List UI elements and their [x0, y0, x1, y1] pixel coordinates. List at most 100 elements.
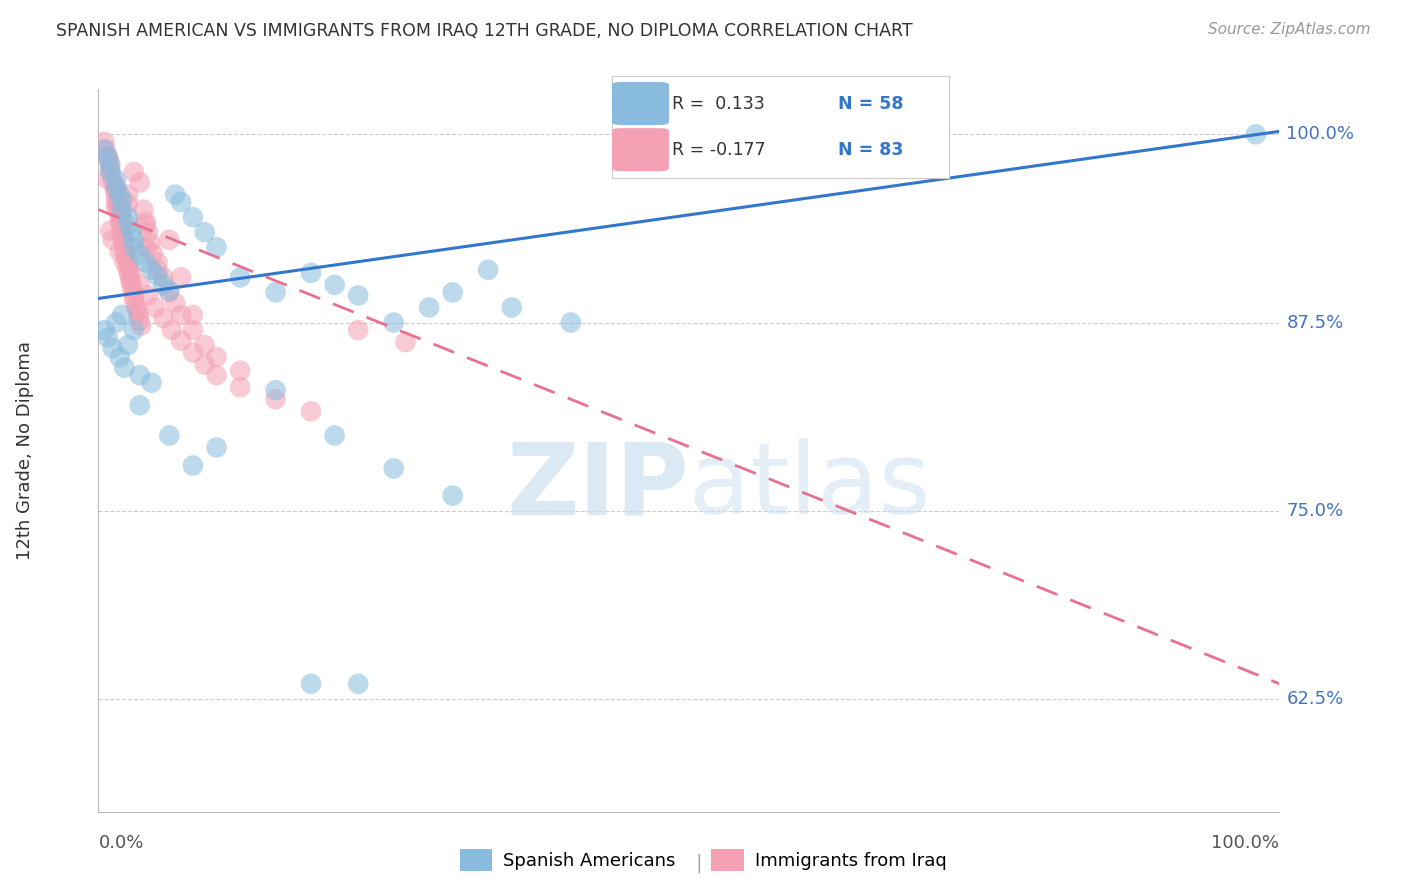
Point	[135, 240, 157, 254]
Point	[122, 293, 145, 307]
Point	[152, 270, 174, 285]
Point	[93, 143, 115, 157]
Point	[299, 266, 322, 280]
Point	[117, 187, 139, 202]
Point	[105, 200, 128, 214]
Point	[111, 308, 134, 322]
Point	[264, 392, 287, 407]
Point	[157, 285, 180, 300]
Point	[477, 263, 499, 277]
Text: |: |	[696, 854, 702, 873]
Point	[121, 225, 143, 239]
Point	[97, 150, 120, 164]
Point	[98, 161, 121, 175]
Point	[128, 277, 150, 292]
Point	[194, 225, 217, 239]
Point	[111, 202, 134, 217]
Point	[97, 330, 120, 344]
Point	[117, 218, 139, 232]
Point	[194, 358, 217, 372]
FancyBboxPatch shape	[612, 82, 669, 125]
Point	[111, 222, 134, 236]
Point	[128, 368, 150, 383]
Point	[111, 211, 134, 226]
Point	[205, 368, 228, 383]
Point	[98, 165, 121, 179]
Point	[347, 677, 370, 691]
Point	[105, 194, 128, 208]
Point	[441, 489, 464, 503]
Point	[101, 233, 124, 247]
Point	[128, 308, 150, 322]
Point	[170, 334, 193, 348]
Text: 75.0%: 75.0%	[1286, 501, 1344, 520]
Point	[105, 180, 128, 194]
Point	[139, 235, 162, 250]
Point	[121, 277, 143, 292]
Point	[122, 165, 145, 179]
Point	[152, 311, 174, 326]
Text: 62.5%: 62.5%	[1286, 690, 1344, 708]
Point	[101, 172, 124, 186]
Point	[104, 183, 127, 197]
Point	[170, 270, 193, 285]
Point	[299, 677, 322, 691]
Point	[111, 194, 134, 208]
Point	[97, 150, 120, 164]
Point	[136, 288, 159, 302]
Point	[114, 248, 136, 262]
Point	[108, 187, 131, 202]
Point	[129, 318, 152, 333]
Point	[110, 218, 132, 232]
Point	[382, 316, 405, 330]
Point	[170, 308, 193, 322]
Point	[122, 240, 145, 254]
Point	[157, 233, 180, 247]
Point	[105, 185, 128, 199]
Point	[135, 255, 157, 269]
Point	[128, 176, 150, 190]
Point	[115, 252, 138, 267]
Text: 100.0%: 100.0%	[1212, 834, 1279, 852]
Point	[205, 441, 228, 455]
Point	[120, 273, 142, 287]
Point	[117, 210, 139, 224]
Point	[132, 202, 155, 217]
Point	[108, 244, 131, 259]
Point	[160, 323, 183, 337]
Point	[394, 335, 416, 350]
Point	[105, 187, 128, 202]
Text: atlas: atlas	[689, 438, 931, 535]
Text: 12th Grade, No Diploma: 12th Grade, No Diploma	[17, 341, 34, 560]
Point	[112, 237, 135, 252]
Point	[112, 255, 135, 269]
Point	[117, 196, 139, 211]
Point	[1244, 128, 1267, 142]
Point	[122, 288, 145, 302]
Text: R = -0.177: R = -0.177	[672, 141, 766, 159]
Text: 100.0%: 100.0%	[1286, 126, 1354, 144]
Point	[165, 187, 187, 202]
Point	[121, 266, 143, 280]
Point	[117, 258, 139, 272]
Text: Source: ZipAtlas.com: Source: ZipAtlas.com	[1208, 22, 1371, 37]
Point	[98, 154, 121, 169]
Point	[347, 323, 370, 337]
Point	[107, 202, 129, 217]
Point	[347, 288, 370, 302]
Point	[165, 296, 187, 310]
Point	[181, 210, 204, 224]
Point	[97, 172, 120, 186]
Point	[181, 458, 204, 473]
Point	[117, 263, 139, 277]
Text: N = 58: N = 58	[838, 95, 903, 112]
Point	[170, 195, 193, 210]
Point	[382, 461, 405, 475]
Point	[127, 303, 149, 318]
Point	[122, 323, 145, 337]
Text: ZIP: ZIP	[506, 438, 689, 535]
Point	[264, 384, 287, 398]
Point	[181, 308, 204, 322]
Point	[141, 376, 163, 390]
Point	[146, 268, 169, 283]
